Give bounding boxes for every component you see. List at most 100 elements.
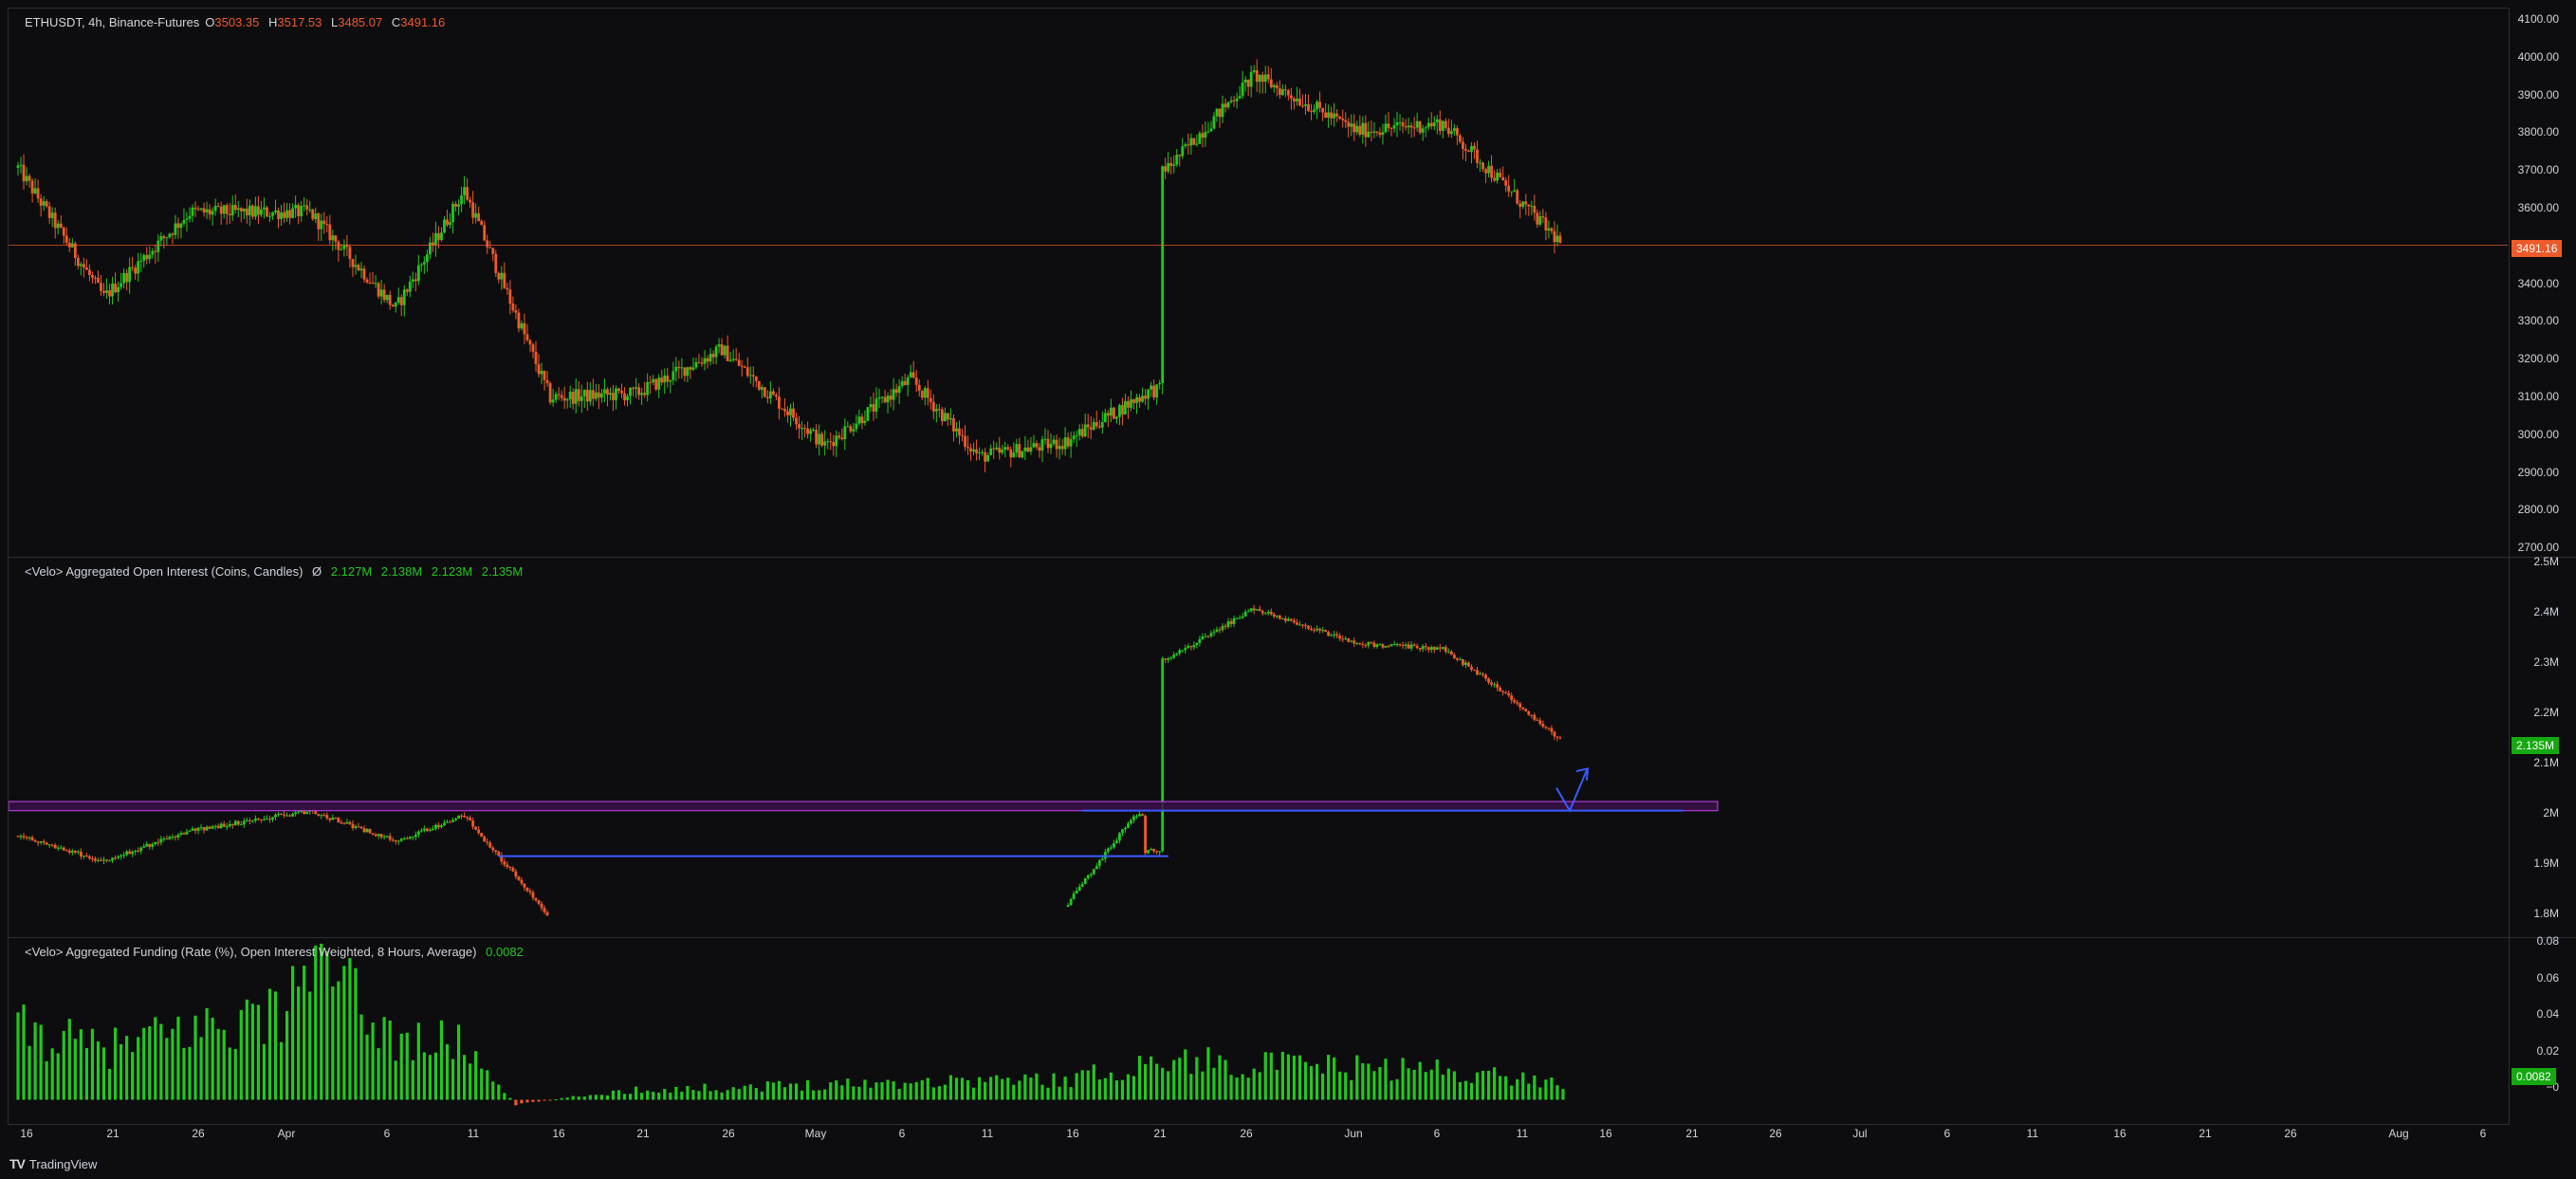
funding-bar	[1338, 1071, 1342, 1100]
candle-body	[1060, 446, 1064, 450]
price-pane[interactable]: ETHUSDT, 4h, Binance-Futures O3503.35 H35…	[9, 9, 2508, 557]
candle-body	[1479, 673, 1481, 675]
candle-body	[314, 810, 318, 815]
candle-body	[50, 212, 54, 218]
candle-body	[379, 289, 383, 297]
open-interest-pane[interactable]: <Velo> Aggregated Open Interest (Coins, …	[9, 558, 2508, 937]
time-tick-label: 21	[106, 1127, 120, 1140]
candle-body	[432, 828, 434, 830]
candle-body	[416, 831, 420, 836]
candle-body	[1266, 74, 1270, 80]
open-interest-title[interactable]: <Velo> Aggregated Open Interest (Coins, …	[25, 564, 304, 579]
candle-body	[33, 839, 37, 842]
funding-bar	[365, 1034, 369, 1100]
funding-bar	[1429, 1069, 1433, 1100]
time-axis[interactable]: 16 21 26 Apr 6 11 16 21 26 May 6 11 16 21 26 Jun 6 11 16 21…	[9, 1124, 2508, 1145]
candle-body	[491, 847, 495, 851]
funding-chart-svg[interactable]	[9, 938, 2508, 1123]
candle-body	[1524, 709, 1528, 712]
funding-bar	[548, 1099, 552, 1101]
candle-body	[131, 851, 135, 855]
candle-body	[471, 202, 475, 218]
candle-body	[1038, 447, 1041, 451]
candle-body	[274, 210, 277, 212]
pane-separator[interactable]	[9, 557, 2576, 558]
candle-body	[649, 381, 653, 383]
candle-body	[795, 417, 798, 425]
open-interest-axis[interactable]: 2.5M 2.4M 2.3M 2.2M 2.1M 2M 1.9M 1.8M	[2509, 555, 2576, 937]
funding-bar	[1315, 1063, 1319, 1100]
funding-bar	[777, 1080, 782, 1100]
candle-body	[39, 198, 43, 206]
candle-body	[894, 389, 898, 394]
candle-body	[543, 908, 546, 912]
footer: TV TradingView	[9, 1153, 97, 1174]
candle-body	[1280, 89, 1284, 96]
candle-body	[477, 212, 481, 222]
funding-bar	[1058, 1086, 1061, 1100]
price-chart-svg[interactable]	[9, 9, 2508, 557]
candle-body	[623, 393, 626, 401]
candle-body	[1398, 122, 1402, 124]
candle-body	[1118, 833, 1121, 841]
funding-bar	[892, 1081, 895, 1100]
candle-body	[1103, 413, 1107, 423]
ohlc-icon: Ø	[312, 564, 322, 579]
candle-body	[1449, 131, 1453, 135]
funding-axis[interactable]: 0.08 0.06 0.04 0.02 −0	[2509, 934, 2576, 1123]
funding-bar	[800, 1090, 804, 1100]
funding-bar	[554, 1098, 558, 1100]
funding-title[interactable]: <Velo> Aggregated Funding (Rate (%), Ope…	[25, 945, 477, 959]
candle-body	[222, 823, 226, 827]
candle-body	[978, 452, 981, 454]
funding-bar	[1172, 1059, 1176, 1100]
candle-body	[1524, 201, 1528, 205]
candle-body	[248, 205, 251, 216]
candle-body	[1432, 122, 1436, 127]
funding-bar	[943, 1084, 947, 1100]
candle-body	[446, 219, 449, 226]
candle-body	[1550, 228, 1554, 231]
candle-body	[1352, 123, 1356, 133]
symbol-label[interactable]: ETHUSDT, 4h, Binance-Futures	[25, 15, 200, 29]
candle-body	[937, 409, 941, 411]
candle-body	[102, 290, 105, 293]
funding-bar	[1184, 1049, 1187, 1100]
pane-separator[interactable]	[9, 937, 2576, 938]
funding-bar	[1510, 1085, 1514, 1100]
funding-pane[interactable]: <Velo> Aggregated Funding (Rate (%), Ope…	[9, 938, 2508, 1123]
candle-body	[85, 856, 88, 857]
candle-body	[1086, 424, 1090, 428]
candle-body	[345, 821, 349, 824]
candle-body	[964, 435, 966, 448]
candle-body	[1147, 389, 1150, 399]
funding-bar	[193, 1015, 197, 1100]
candle-body	[1132, 398, 1135, 403]
candle-body	[283, 814, 285, 816]
candle-body	[30, 180, 34, 193]
candle-body	[537, 363, 541, 375]
tradingview-logo-icon[interactable]: TV	[9, 1156, 26, 1171]
open-interest-chart-svg[interactable]	[9, 558, 2508, 937]
funding-bar	[1441, 1074, 1444, 1100]
candle-body	[394, 303, 397, 307]
candle-body	[460, 815, 463, 817]
candle-body	[846, 426, 850, 428]
funding-bar	[456, 1024, 461, 1100]
candle-body	[1080, 884, 1084, 887]
candle-body	[1040, 439, 1044, 451]
candle-body	[812, 429, 816, 431]
axis-tick-label: 3600.00	[2517, 201, 2559, 214]
brand-name[interactable]: TradingView	[28, 1156, 98, 1171]
candle-body	[1415, 645, 1419, 649]
funding-bar	[1544, 1079, 1548, 1100]
candle-body	[514, 310, 518, 313]
candle-body	[285, 815, 288, 817]
candle-body	[374, 283, 377, 285]
price-axis[interactable]: 4100.00 4000.00 3900.00 3800.00 3700.00 3600.…	[2509, 9, 2576, 557]
funding-bar	[652, 1092, 655, 1100]
candle-body	[534, 897, 538, 901]
candle-body	[1187, 646, 1190, 649]
funding-bar	[1435, 1059, 1439, 1100]
time-tick-label: 6	[383, 1127, 391, 1140]
